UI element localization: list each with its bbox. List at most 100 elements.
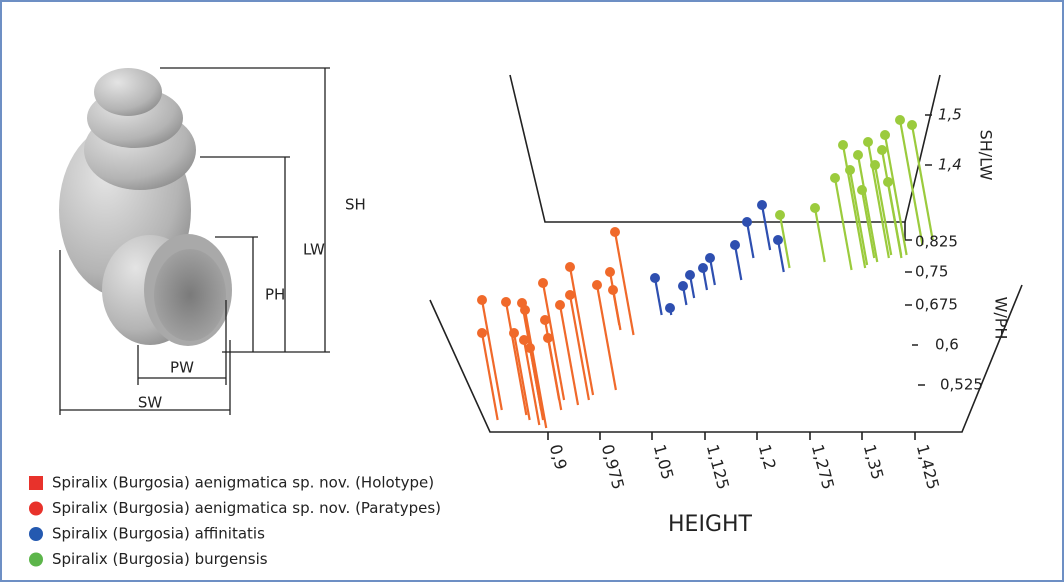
stem bbox=[558, 304, 580, 406]
legend-label: Spiralix (Burgosia) burgensis bbox=[52, 550, 268, 568]
axis-title: W/PH bbox=[992, 297, 1011, 340]
point bbox=[698, 263, 708, 273]
point bbox=[775, 210, 785, 220]
stem bbox=[568, 294, 590, 401]
plot-box bbox=[429, 74, 1023, 440]
dimension-label: SH bbox=[345, 196, 366, 214]
stem bbox=[841, 144, 867, 269]
point bbox=[880, 130, 890, 140]
legend: Spiralix (Burgosia) aenigmatica sp. nov.… bbox=[29, 474, 441, 568]
stem bbox=[595, 284, 617, 391]
legend-marker bbox=[29, 527, 43, 541]
point bbox=[773, 235, 783, 245]
top-tick-label: 1,5 bbox=[938, 106, 962, 124]
stem bbox=[886, 181, 903, 256]
point bbox=[838, 140, 848, 150]
point bbox=[565, 290, 575, 300]
stem bbox=[480, 299, 503, 411]
point bbox=[519, 335, 529, 345]
point bbox=[830, 173, 840, 183]
stem bbox=[856, 154, 879, 263]
point bbox=[525, 343, 535, 353]
point bbox=[863, 137, 873, 147]
stem bbox=[866, 141, 890, 259]
point bbox=[555, 300, 565, 310]
stem bbox=[848, 169, 869, 266]
point bbox=[757, 200, 767, 210]
point bbox=[853, 150, 863, 160]
stem bbox=[541, 282, 566, 401]
stem bbox=[613, 231, 635, 336]
top-tick-label: 1,4 bbox=[938, 156, 962, 174]
stem bbox=[653, 277, 663, 316]
right-tick-label: 0,6 bbox=[935, 336, 959, 354]
point bbox=[678, 281, 688, 291]
point bbox=[730, 240, 740, 250]
point bbox=[877, 145, 887, 155]
point bbox=[520, 305, 530, 315]
stem bbox=[778, 214, 791, 269]
stem bbox=[776, 239, 785, 273]
stem bbox=[523, 309, 548, 429]
dimension-label: SW bbox=[138, 394, 163, 412]
point bbox=[895, 115, 905, 125]
point bbox=[907, 120, 917, 130]
axis-title: HEIGHT bbox=[668, 512, 753, 537]
point bbox=[565, 262, 575, 272]
point bbox=[870, 160, 880, 170]
point bbox=[857, 185, 867, 195]
point bbox=[540, 315, 550, 325]
point bbox=[477, 328, 487, 338]
stem bbox=[898, 119, 924, 246]
stem bbox=[833, 177, 853, 271]
point bbox=[665, 303, 675, 313]
point bbox=[543, 333, 553, 343]
stem bbox=[512, 332, 531, 421]
stem bbox=[546, 337, 561, 401]
point bbox=[592, 280, 602, 290]
point bbox=[608, 285, 618, 295]
point bbox=[742, 217, 752, 227]
shell bbox=[59, 68, 232, 346]
point bbox=[509, 328, 519, 338]
legend-label: Spiralix (Burgosia) aenigmatica sp. nov.… bbox=[52, 499, 441, 517]
point bbox=[501, 297, 511, 307]
stem bbox=[910, 124, 934, 241]
stem bbox=[611, 289, 621, 326]
right-tick-label: 0,75 bbox=[915, 263, 948, 281]
point bbox=[883, 177, 893, 187]
stem bbox=[760, 204, 772, 251]
point bbox=[705, 253, 715, 263]
stem bbox=[568, 266, 595, 396]
stem bbox=[733, 244, 743, 281]
point bbox=[810, 203, 820, 213]
dimension-label: LW bbox=[303, 241, 325, 259]
point bbox=[650, 273, 660, 283]
stem bbox=[504, 301, 528, 416]
dimension-label: PH bbox=[265, 286, 285, 304]
dimension-lines bbox=[59, 67, 330, 415]
dimension-label: PW bbox=[170, 359, 194, 377]
legend-label: Spiralix (Burgosia) affinitatis bbox=[52, 525, 265, 543]
legend-marker bbox=[29, 501, 43, 516]
stem bbox=[883, 134, 908, 256]
point bbox=[605, 267, 615, 277]
stem bbox=[480, 332, 499, 421]
stem bbox=[873, 164, 893, 256]
stem bbox=[813, 207, 826, 263]
right-tick-label: 0,825 bbox=[915, 233, 958, 251]
stem bbox=[522, 339, 541, 426]
legend-marker bbox=[29, 552, 43, 567]
data-points bbox=[477, 115, 934, 429]
legend-label: Spiralix (Burgosia) aenigmatica sp. nov.… bbox=[52, 474, 434, 492]
point bbox=[538, 278, 548, 288]
point bbox=[685, 270, 695, 280]
legend-marker bbox=[29, 476, 43, 490]
axis-title: SH/LW bbox=[977, 130, 996, 181]
right-tick-label: 0,525 bbox=[940, 376, 983, 394]
stem bbox=[860, 189, 876, 259]
stem bbox=[528, 347, 543, 411]
stem bbox=[745, 221, 755, 259]
point bbox=[477, 295, 487, 305]
